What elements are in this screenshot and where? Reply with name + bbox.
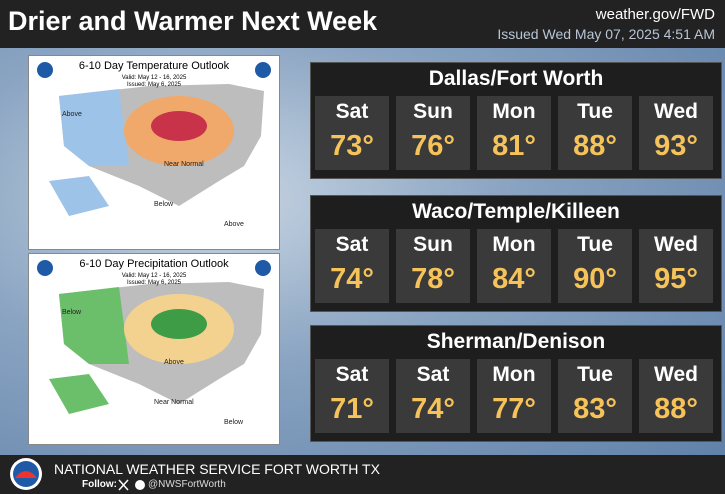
day-cell: Sat 74° (396, 359, 470, 433)
day-name: Tue (577, 363, 613, 386)
map-label: Near Normal (154, 399, 194, 406)
social-icons (118, 479, 145, 491)
day-cell: Tue 88° (558, 96, 632, 170)
day-name: Tue (577, 233, 613, 256)
map-label: Near Normal (164, 161, 204, 168)
day-name: Wed (654, 233, 698, 256)
follow: Follow: (82, 479, 117, 490)
map-graphic (37, 260, 271, 414)
high-temp: 81° (492, 130, 536, 162)
outlook-map: 6-10 Day Precipitation Outlook Valid: May… (28, 253, 280, 445)
day-cell: Wed 88° (639, 359, 713, 433)
day-name: Sun (413, 100, 453, 123)
map-label: Below (62, 309, 82, 316)
handle: @NWSFortWorth (148, 479, 226, 490)
header: Drier and Warmer Next Week weather.gov/F… (0, 0, 725, 48)
day-name: Mon (492, 100, 536, 123)
map-label: Above (224, 221, 244, 228)
high-temp: 88° (654, 393, 698, 425)
high-temp: 73° (330, 130, 374, 162)
day-cell: Wed 95° (639, 229, 713, 303)
high-temp: 78° (411, 263, 455, 295)
map-valid: Valid: May 12 - 16, 2025 (121, 75, 187, 81)
day-cell: Mon 84° (477, 229, 551, 303)
high-temp: 84° (492, 263, 536, 295)
day-cell: Sat 71° (315, 359, 389, 433)
office: NATIONAL WEATHER SERVICE FORT WORTH TX (54, 461, 380, 477)
map-graphic (37, 62, 271, 216)
map-label: Below (224, 419, 244, 426)
map-issued: Issued: May 6, 2025 (126, 280, 182, 286)
footer: NATIONAL WEATHER SERVICE FORT WORTH TX F… (0, 455, 725, 494)
high-temp: 90° (573, 263, 617, 295)
map-issued: Issued: May 6, 2025 (126, 82, 182, 88)
city-name: Dallas/Fort Worth (428, 67, 604, 90)
city-name: Sherman/Denison (426, 330, 606, 353)
day-cell: Wed 93° (639, 96, 713, 170)
day-name: Mon (492, 233, 536, 256)
map-title: 6-10 Day Temperature Outlook (78, 60, 230, 72)
issued: Issued Wed May 07, 2025 4:51 AM (497, 26, 715, 42)
forecast-panel: Sherman/Denison Sat 71° Sat 74° Mon 77° Tue 83° W… (310, 325, 722, 442)
day-cell: Sat 74° (315, 229, 389, 303)
outlook-map: 6-10 Day Temperature Outlook Valid: May 1… (28, 55, 280, 250)
day-cell: Mon 77° (477, 359, 551, 433)
map-title: 6-10 Day Precipitation Outlook (79, 258, 229, 270)
day-cell: Sun 76° (396, 96, 470, 170)
map-valid: Valid: May 12 - 16, 2025 (121, 273, 187, 279)
high-temp: 83° (573, 393, 617, 425)
high-temp: 74° (330, 263, 374, 295)
day-name: Sat (335, 233, 369, 256)
day-cell: Sun 78° (396, 229, 470, 303)
day-cell: Tue 90° (558, 229, 632, 303)
day-name: Mon (492, 363, 536, 386)
day-name: Sat (335, 100, 369, 123)
day-name: Sun (413, 233, 453, 256)
high-temp: 95° (654, 263, 698, 295)
day-name: Sat (416, 363, 450, 386)
day-name: Tue (577, 100, 613, 123)
day-name: Wed (654, 100, 698, 123)
map-label: Above (164, 359, 184, 366)
high-temp: 88° (573, 130, 617, 162)
day-name: Wed (654, 363, 698, 386)
high-temp: 77° (492, 393, 536, 425)
site: weather.gov/FWD (595, 6, 715, 23)
high-temp: 74° (411, 393, 455, 425)
city-name: Waco/Temple/Killeen (412, 200, 620, 223)
day-cell: Sat 73° (315, 96, 389, 170)
forecast-panel: Dallas/Fort Worth Sat 73° Sun 76° Mon 81° Tue 88… (310, 62, 722, 179)
day-cell: Mon 81° (477, 96, 551, 170)
high-temp: 93° (654, 130, 698, 162)
day-name: Sat (335, 363, 369, 386)
high-temp: 76° (411, 130, 455, 162)
nws-logo (10, 458, 42, 490)
title: Drier and Warmer Next Week (8, 6, 378, 36)
high-temp: 71° (330, 393, 374, 425)
day-cell: Tue 83° (558, 359, 632, 433)
forecast-panel: Waco/Temple/Killeen Sat 74° Sun 78° Mon 84° Tue… (310, 195, 722, 312)
map-label: Above (62, 111, 82, 118)
map-label: Below (154, 201, 174, 208)
